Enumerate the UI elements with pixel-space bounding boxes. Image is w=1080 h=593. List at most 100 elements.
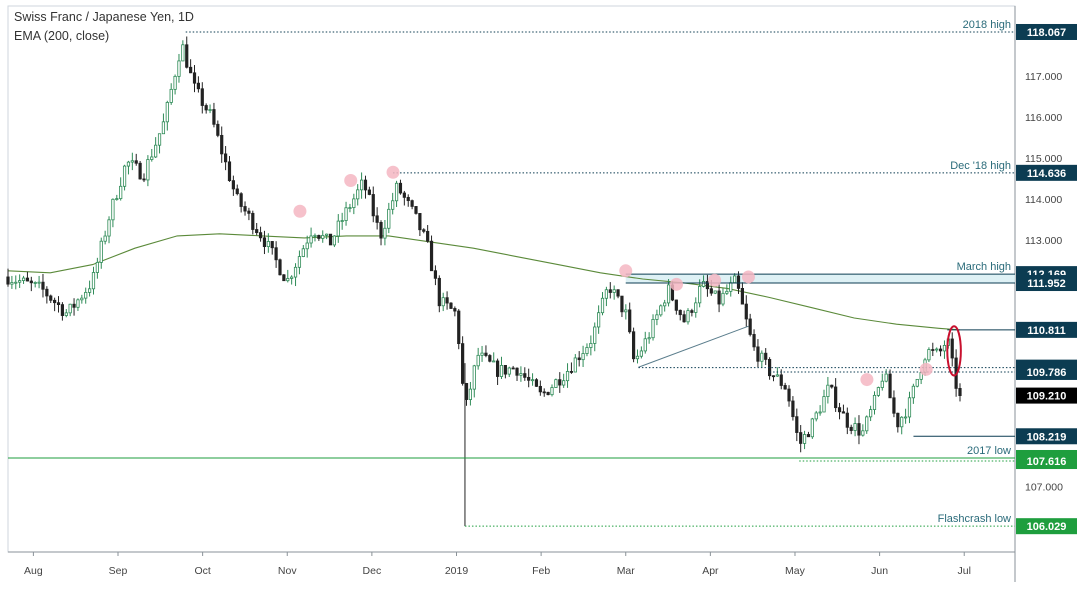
candle-body: [647, 337, 651, 340]
candle-body: [169, 88, 173, 103]
candle: [892, 390, 896, 418]
candle-body: [383, 227, 387, 239]
candle: [72, 298, 76, 316]
highlight-dot: [741, 270, 755, 284]
candle: [507, 366, 511, 378]
candle: [600, 292, 605, 316]
candle-body: [620, 295, 624, 313]
candle: [165, 100, 169, 131]
candle: [721, 288, 725, 307]
candle: [573, 354, 577, 373]
candle: [643, 331, 647, 354]
candle-body: [562, 380, 566, 386]
highlights: [293, 165, 933, 387]
candle-body: [255, 229, 259, 234]
candle-body: [690, 310, 694, 313]
candle: [223, 146, 228, 171]
candle-body: [476, 354, 480, 367]
candle: [99, 237, 103, 269]
candle: [880, 373, 884, 391]
candle: [655, 309, 659, 326]
candle-body: [196, 82, 200, 90]
candle-body: [146, 159, 150, 181]
candle-body: [861, 430, 865, 436]
candle-body: [227, 161, 232, 182]
candle: [41, 273, 45, 298]
candle-body: [752, 334, 756, 348]
candle-body: [301, 248, 305, 257]
y-axis-ticks: 117.000 116.000 115.000 114.000 113.000 107.0…: [1025, 71, 1063, 494]
candle-body: [546, 391, 550, 396]
candle: [325, 233, 329, 240]
candle: [414, 206, 418, 215]
candle: [791, 396, 795, 421]
candle: [546, 391, 550, 396]
candle: [771, 375, 776, 382]
candle-body: [348, 207, 352, 209]
candle-body: [554, 379, 558, 388]
candle-body: [484, 352, 488, 356]
candle-body: [286, 278, 290, 282]
candle-body: [760, 352, 764, 362]
candle: [740, 282, 744, 305]
price-label: 118.067: [1027, 27, 1066, 39]
candle-body: [76, 299, 80, 308]
candle: [795, 408, 799, 442]
candle-body: [282, 274, 286, 282]
candle: [818, 405, 822, 416]
candle: [585, 343, 589, 357]
candle-body: [251, 212, 255, 230]
candle-body: [41, 281, 45, 290]
candle-body: [678, 309, 682, 316]
candle: [262, 230, 267, 255]
candle: [192, 65, 197, 93]
candle-body: [631, 331, 636, 360]
candle-body: [581, 353, 585, 361]
candle-body: [771, 375, 776, 378]
candle-body: [480, 352, 484, 356]
price-label-bg: [1016, 363, 1077, 380]
candle: [538, 380, 542, 396]
candle-body: [161, 121, 166, 135]
price-label-bg: [1016, 23, 1077, 40]
candle: [387, 202, 391, 234]
candle: [309, 227, 313, 248]
candle-body: [130, 160, 134, 163]
candle-body: [701, 281, 706, 287]
candle-body: [336, 220, 340, 237]
candle-body: [608, 289, 612, 293]
candle: [616, 289, 620, 299]
candle: [472, 364, 476, 398]
candle-body: [736, 275, 741, 289]
candle-body: [21, 277, 26, 281]
candle-body: [876, 387, 880, 396]
candle-body: [550, 387, 554, 396]
candle: [391, 192, 395, 215]
candle-body: [394, 182, 399, 202]
candle-body: [356, 189, 360, 200]
candle-body: [499, 365, 504, 377]
candle: [29, 276, 33, 292]
candle-body: [398, 182, 403, 194]
price-label-bg: [1016, 428, 1077, 445]
candle: [686, 308, 690, 325]
candle: [542, 388, 546, 397]
price-label-bg: [1016, 275, 1077, 292]
candle-body: [779, 374, 783, 386]
candle: [375, 207, 379, 230]
x-tick-label: May: [785, 565, 806, 577]
candle-body: [87, 288, 92, 293]
candle-body: [942, 344, 947, 352]
candle-body: [204, 105, 208, 111]
candle: [410, 199, 414, 210]
price-label: 109.210: [1027, 391, 1067, 403]
candle: [476, 347, 480, 370]
candle: [857, 415, 861, 445]
candle-body: [305, 242, 309, 250]
highlight-dot: [670, 277, 684, 291]
candle: [305, 235, 309, 258]
candle: [756, 339, 760, 368]
candle: [569, 362, 574, 374]
candle: [581, 345, 585, 367]
candle-body: [733, 275, 737, 284]
